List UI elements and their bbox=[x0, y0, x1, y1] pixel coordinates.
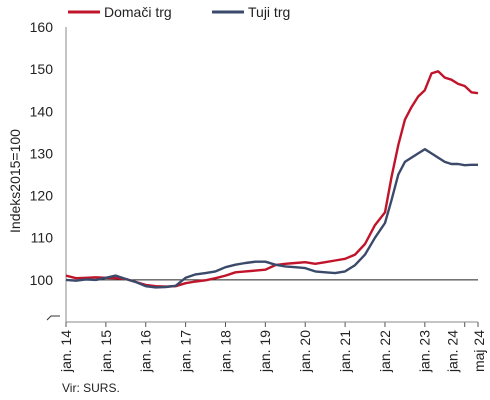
y-axis-label: Indeks2015=100 bbox=[7, 129, 23, 233]
y-axis-ticks: 100 110 120 130 140 150 160 bbox=[30, 19, 54, 288]
series-line-tuji-trg bbox=[65, 147, 478, 289]
x-tick-label: jan. 24 bbox=[445, 330, 461, 373]
y-tick-label: 100 bbox=[30, 272, 54, 288]
y-tick-label: 160 bbox=[30, 19, 54, 35]
x-tick-label: jan. 22 bbox=[377, 330, 393, 373]
x-tick-label: jan. 16 bbox=[138, 330, 154, 373]
y-tick-label: 140 bbox=[30, 103, 54, 119]
legend: Domači trg Tuji trg bbox=[68, 4, 290, 20]
axis-break-mark bbox=[46, 315, 60, 321]
series-line-domaci-trg bbox=[65, 70, 479, 288]
plot-area bbox=[46, 27, 479, 323]
x-tick-label: jan. 15 bbox=[98, 330, 114, 373]
legend-label-tuji-trg: Tuji trg bbox=[248, 4, 290, 20]
x-tick-label: jan. 17 bbox=[178, 330, 194, 373]
x-tick-label: jan. 14 bbox=[58, 330, 74, 373]
x-tick-label: jan. 19 bbox=[257, 330, 273, 373]
x-axis-ticks: jan. 14 jan. 15 jan. 16 jan. 17 jan. 18 jan. … bbox=[58, 322, 487, 373]
legend-label-domaci-trg: Domači trg bbox=[104, 4, 172, 20]
x-tick-label: jan. 21 bbox=[337, 330, 353, 373]
x-tick-label: jan. 18 bbox=[217, 330, 233, 373]
y-tick-label: 110 bbox=[31, 230, 54, 246]
x-tick-label: jan. 23 bbox=[417, 330, 433, 373]
y-tick-label: 150 bbox=[30, 61, 54, 77]
source-note: Vir: SURS. bbox=[62, 381, 120, 395]
x-tick-label: maj 24 bbox=[471, 330, 487, 372]
y-tick-label: 130 bbox=[30, 145, 54, 161]
y-tick-label: 120 bbox=[30, 188, 54, 204]
x-tick-label: jan. 20 bbox=[297, 330, 313, 373]
